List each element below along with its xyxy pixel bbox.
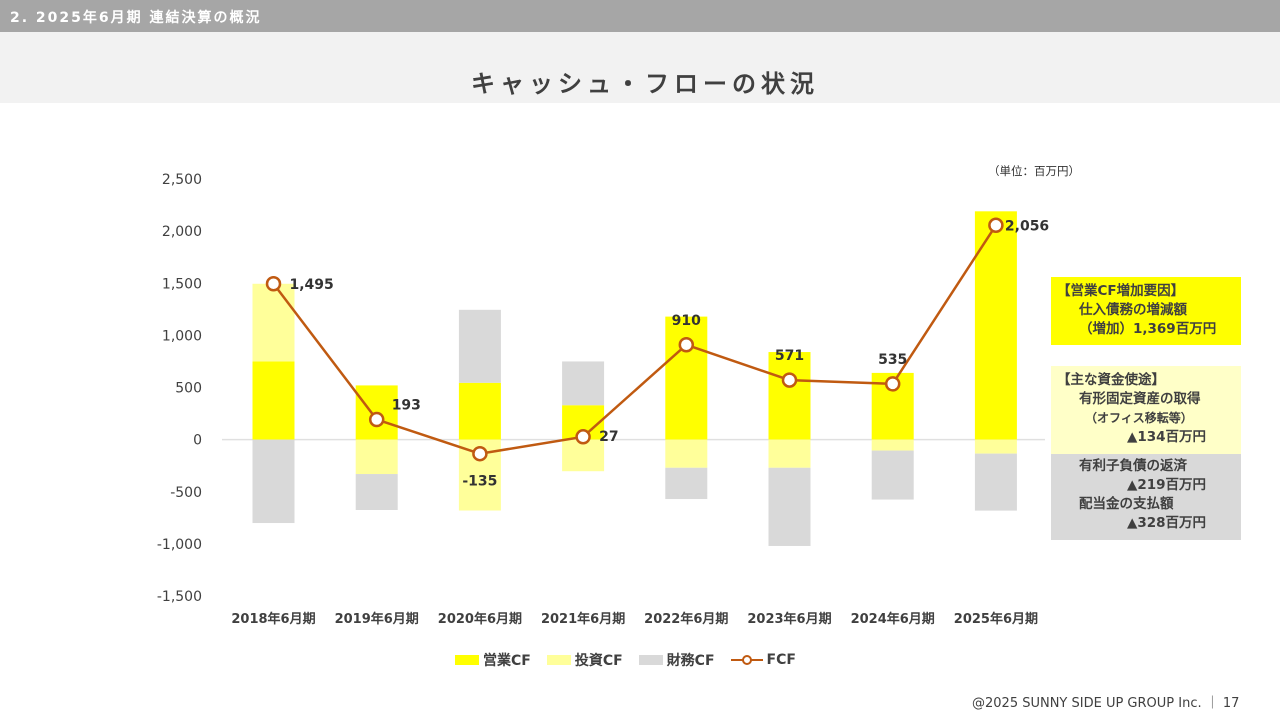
note-financing: 有利子負債の返済 ▲219百万円 配当金の支払額 ▲328百万円 <box>1051 454 1241 540</box>
title-band <box>0 32 1280 103</box>
note3-value1: ▲219百万円 <box>1127 477 1207 493</box>
note3-item1: 有利子負債の返済 <box>1079 458 1187 474</box>
bar-investing-cf <box>562 439 605 472</box>
x-tick-label: 2022年6月期 <box>644 611 728 627</box>
fcf-data-label: 910 <box>672 313 701 329</box>
bar-operating-cf <box>768 352 811 440</box>
bar-financing-cf <box>252 439 295 524</box>
note2-value: ▲134百万円 <box>1127 429 1207 445</box>
footer-copyright: @2025 SUNNY SIDE UP GROUP Inc. ｜ 17 <box>972 696 1240 711</box>
section-bar: 2. 2025年6月期 連結決算の概況 <box>0 0 1280 32</box>
bar-investing-cf <box>768 439 811 468</box>
fcf-point <box>265 276 282 292</box>
fcf-data-label: 535 <box>878 352 907 368</box>
fcf-point <box>781 372 798 388</box>
legend-label-investing: 投資CF <box>574 653 623 669</box>
legend-item-financing: 財務CF <box>638 650 715 670</box>
legend-line-marker-icon <box>730 655 763 665</box>
bar-investing-cf <box>355 439 398 475</box>
legend-item-investing: 投資CF <box>546 650 623 670</box>
legend-label-financing: 財務CF <box>666 653 715 669</box>
unit-label: （単位：百万円） <box>988 164 1080 178</box>
legend-label-fcf: FCF <box>766 652 796 668</box>
x-tick-label: 2019年6月期 <box>335 611 419 627</box>
y-tick-label: 1,000 <box>162 328 202 344</box>
fcf-point <box>368 411 385 428</box>
bar-operating-cf <box>252 361 295 440</box>
y-tick-label: -1,000 <box>157 537 202 553</box>
fcf-data-label: 2,056 <box>1005 218 1049 234</box>
fcf-data-label: 193 <box>392 398 421 414</box>
note1-item: 仕入債務の増減額 <box>1079 302 1187 318</box>
bar-investing-cf <box>871 439 914 451</box>
y-tick-label: 0 <box>193 433 202 449</box>
fcf-data-label: 27 <box>599 429 618 445</box>
fcf-point <box>884 376 901 392</box>
bar-operating-cf <box>974 211 1017 440</box>
x-tick-label: 2023年6月期 <box>747 611 831 627</box>
bar-investing-cf <box>974 439 1017 454</box>
bar-investing-cf <box>665 439 708 468</box>
bar-financing-cf <box>665 467 708 500</box>
fcf-point <box>472 445 488 462</box>
fcf-point <box>678 337 695 353</box>
note-fund-usage: 【主な資金使途】 有形固定資産の取得 （オフィス移転等） ▲134百万円 <box>1051 366 1241 454</box>
fcf-data-label: 571 <box>775 348 804 364</box>
note1-value: （増加）1,369百万円 <box>1079 321 1217 337</box>
note-operating-cf: 【営業CF増加要因】 仕入債務の増減額 （増加）1,369百万円 <box>1051 277 1241 345</box>
x-tick-label: 2018年6月期 <box>231 611 315 627</box>
y-tick-label: 2,000 <box>162 224 202 240</box>
bar-financing-cf <box>458 309 501 383</box>
fcf-point <box>575 429 591 445</box>
fcf-point <box>988 217 1004 234</box>
note3-value2: ▲328百万円 <box>1127 515 1207 531</box>
fcf-data-label: -135 <box>462 474 497 490</box>
y-tick-label: 1,500 <box>162 276 202 292</box>
section-title: 2. 2025年6月期 連結決算の概況 <box>10 10 262 26</box>
legend-swatch-operating <box>455 655 479 665</box>
x-tick-label: 2021年6月期 <box>541 611 625 627</box>
note2-heading: 【主な資金使途】 <box>1057 372 1165 388</box>
page-title: キャッシュ・フローの状況 <box>471 70 819 98</box>
x-tick-label: 2025年6月期 <box>954 611 1038 627</box>
fcf-data-label: 1,495 <box>290 277 334 293</box>
y-tick-label: -1,500 <box>157 589 202 605</box>
bar-investing-cf <box>252 283 295 362</box>
bar-financing-cf <box>562 361 605 406</box>
legend-item-operating: 営業CF <box>455 650 531 670</box>
legend-swatch-investing <box>546 655 571 665</box>
note1-heading: 【営業CF増加要因】 <box>1057 283 1185 299</box>
y-tick-label: 500 <box>175 381 202 397</box>
y-tick-label: -500 <box>170 485 202 501</box>
legend-swatch-financing <box>638 655 663 665</box>
bar-operating-cf <box>665 316 708 440</box>
note3-item2: 配当金の支払額 <box>1079 496 1174 512</box>
bar-operating-cf <box>458 382 501 440</box>
legend-item-fcf: FCF <box>730 652 796 668</box>
note2-item: 有形固定資産の取得 <box>1079 391 1201 407</box>
fcf-line <box>272 224 997 455</box>
bar-financing-cf <box>768 467 811 546</box>
x-tick-label: 2020年6月期 <box>438 611 522 627</box>
chart-legend: 営業CF 投資CF 財務CF FCF <box>455 650 796 670</box>
bar-financing-cf <box>974 453 1017 511</box>
bar-financing-cf <box>871 450 914 500</box>
legend-label-operating: 営業CF <box>483 653 531 669</box>
y-tick-label: 2,500 <box>162 172 202 188</box>
bar-financing-cf <box>355 474 398 510</box>
x-tick-label: 2024年6月期 <box>851 611 935 627</box>
note2-sub: （オフィス移転等） <box>1085 411 1193 425</box>
